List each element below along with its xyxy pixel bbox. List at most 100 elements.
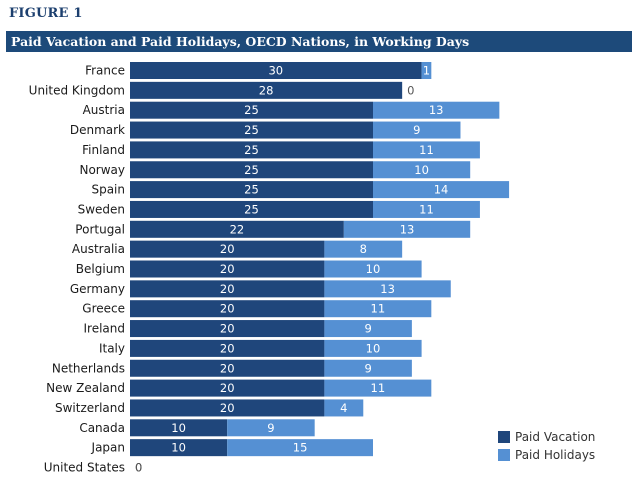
category-label-france: France	[85, 64, 125, 78]
value-label-germany-paid-holidays: 13	[380, 282, 395, 296]
category-label-sweden: Sweden	[78, 202, 125, 216]
category-label-switzerland: Switzerland	[55, 401, 125, 415]
category-label-netherlands: Netherlands	[52, 361, 125, 375]
category-label-ireland: Ireland	[83, 322, 125, 336]
figure-label: FIGURE 1	[9, 6, 83, 21]
value-label-norway-paid-vacation: 25	[244, 163, 259, 177]
legend-label-paid-holidays: Paid Holidays	[515, 448, 595, 462]
bar-australia-paid-holidays	[324, 240, 403, 258]
bar-netherlands-paid-vacation	[130, 359, 325, 377]
value-label-netherlands-paid-holidays: 9	[364, 361, 371, 375]
bar-portugal-paid-vacation	[130, 220, 344, 238]
value-label-united-states-paid-holidays: 0	[135, 461, 142, 475]
category-label-australia: Australia	[72, 242, 125, 256]
value-label-new-zealand-paid-holidays: 11	[371, 381, 386, 395]
bar-united-kingdom-paid-vacation	[130, 81, 403, 99]
bar-belgium-paid-holidays	[324, 260, 422, 278]
legend-swatch-paid-holidays	[498, 449, 510, 461]
bar-france-paid-holidays	[421, 62, 432, 79]
value-label-sweden-paid-holidays: 11	[419, 202, 434, 216]
value-label-france-paid-vacation: 30	[268, 64, 283, 78]
category-label-germany: Germany	[70, 282, 125, 296]
bar-spain-paid-holidays	[373, 181, 510, 199]
bar-finland-paid-vacation	[130, 141, 373, 159]
bar-sweden-paid-vacation	[130, 200, 373, 218]
category-label-united-kingdom: United Kingdom	[29, 83, 125, 97]
value-label-united-kingdom-paid-vacation: 28	[259, 83, 274, 97]
value-label-belgium-paid-holidays: 10	[366, 262, 381, 276]
chart-title: Paid Vacation and Paid Holidays, OECD Na…	[11, 34, 470, 49]
bar-new-zealand-paid-holidays	[324, 379, 432, 397]
value-label-new-zealand-paid-vacation: 20	[220, 381, 235, 395]
bar-italy-paid-holidays	[324, 339, 422, 357]
category-label-new-zealand: New Zealand	[46, 381, 125, 395]
legend: Paid Vacation Paid Holidays	[498, 430, 595, 462]
category-label-finland: Finland	[82, 143, 125, 157]
bar-denmark-paid-holidays	[373, 121, 461, 139]
value-label-belgium-paid-vacation: 20	[220, 262, 235, 276]
category-label-canada: Canada	[79, 421, 125, 435]
bar-germany-paid-holidays	[324, 280, 451, 298]
bar-italy-paid-vacation	[130, 339, 325, 357]
bar-portugal-paid-holidays	[343, 220, 471, 238]
value-label-switzerland-paid-holidays: 4	[340, 401, 347, 415]
value-label-finland-paid-holidays: 11	[419, 143, 434, 157]
bar-greece-paid-vacation	[130, 300, 325, 318]
category-label-united-states: United States	[44, 461, 125, 475]
category-label-greece: Greece	[82, 302, 125, 316]
category-label-spain: Spain	[91, 183, 125, 197]
bar-austria-paid-vacation	[130, 101, 373, 119]
value-label-spain-paid-vacation: 25	[244, 183, 259, 197]
bar-new-zealand-paid-vacation	[130, 379, 325, 397]
bar-spain-paid-vacation	[130, 181, 373, 199]
bar-canada-paid-vacation	[130, 419, 228, 437]
legend-label-paid-vacation: Paid Vacation	[515, 430, 595, 444]
value-label-australia-paid-vacation: 20	[220, 242, 235, 256]
bar-ireland-paid-vacation	[130, 320, 325, 338]
bar-denmark-paid-vacation	[130, 121, 373, 139]
value-label-canada-paid-vacation: 10	[171, 421, 186, 435]
bar-greece-paid-holidays	[324, 300, 432, 318]
category-label-belgium: Belgium	[76, 262, 125, 276]
bar-japan-paid-vacation	[130, 439, 228, 457]
value-label-netherlands-paid-vacation: 20	[220, 361, 235, 375]
bar-canada-paid-holidays	[227, 419, 315, 437]
value-label-switzerland-paid-vacation: 20	[220, 401, 235, 415]
value-label-spain-paid-holidays: 14	[434, 183, 449, 197]
legend-swatch-paid-vacation	[498, 431, 510, 443]
bar-ireland-paid-holidays	[324, 320, 412, 338]
value-label-austria-paid-vacation: 25	[244, 103, 259, 117]
title-bar: Paid Vacation and Paid Holidays, OECD Na…	[6, 31, 632, 52]
category-label-portugal: Portugal	[75, 222, 125, 236]
value-label-italy-paid-vacation: 20	[220, 341, 235, 355]
bar-sweden-paid-holidays	[373, 200, 480, 218]
bar-switzerland-paid-vacation	[130, 399, 325, 417]
value-label-france-paid-holidays: 1	[423, 64, 430, 78]
bar-netherlands-paid-holidays	[324, 359, 412, 377]
value-label-australia-paid-holidays: 8	[360, 242, 367, 256]
value-label-portugal-paid-vacation: 22	[230, 222, 245, 236]
bar-france-paid-vacation	[130, 62, 422, 79]
value-label-ireland-paid-holidays: 9	[364, 322, 371, 336]
value-label-ireland-paid-vacation: 20	[220, 322, 235, 336]
bar-norway-paid-holidays	[373, 161, 471, 179]
bar-japan-paid-holidays	[227, 439, 373, 457]
value-label-canada-paid-holidays: 9	[267, 421, 274, 435]
value-label-japan-paid-vacation: 10	[171, 441, 186, 455]
bars-group: France 30 1 United Kingdom 28 0 Austria 25 13 Den…	[29, 62, 510, 475]
bar-belgium-paid-vacation	[130, 260, 325, 278]
bar-norway-paid-vacation	[130, 161, 373, 179]
value-label-austria-paid-holidays: 13	[429, 103, 444, 117]
value-label-germany-paid-vacation: 20	[220, 282, 235, 296]
bar-finland-paid-holidays	[373, 141, 480, 159]
category-label-japan: Japan	[91, 441, 125, 455]
value-label-united-states-paid-vacation: 0	[135, 461, 142, 475]
bar-austria-paid-holidays	[373, 101, 500, 119]
category-label-denmark: Denmark	[70, 123, 125, 137]
value-label-united-kingdom-paid-holidays: 0	[407, 83, 414, 97]
value-label-portugal-paid-holidays: 13	[400, 222, 415, 236]
bar-switzerland-paid-holidays	[324, 399, 364, 417]
category-label-austria: Austria	[83, 103, 125, 117]
value-label-norway-paid-holidays: 10	[414, 163, 429, 177]
